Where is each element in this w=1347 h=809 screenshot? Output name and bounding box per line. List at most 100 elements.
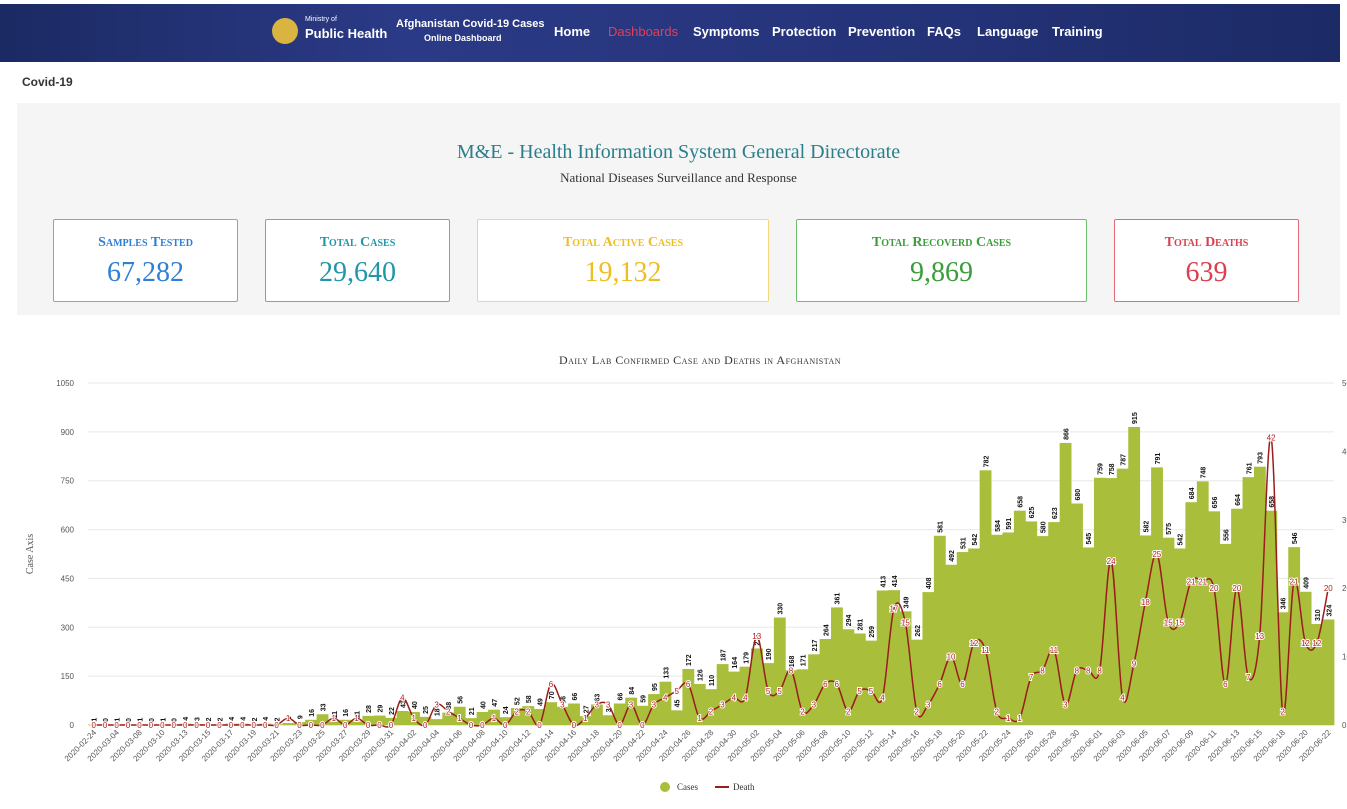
data-label: 3	[926, 700, 931, 709]
bar	[854, 633, 866, 725]
data-label: 11	[1050, 646, 1059, 655]
data-label: 2	[709, 707, 714, 716]
data-label: 330	[778, 603, 785, 615]
bar	[1151, 467, 1163, 725]
data-label: 556	[1223, 529, 1230, 541]
data-label: 664	[1235, 494, 1242, 506]
data-label: 56	[458, 696, 465, 704]
y2-tick-label: 0	[1342, 721, 1347, 730]
nav-link[interactable]: Dashboards	[608, 24, 678, 39]
stat-value: 639	[1115, 257, 1298, 289]
data-label: 5	[869, 687, 874, 696]
data-label: 1	[286, 714, 291, 723]
data-label: 546	[1292, 532, 1299, 544]
data-label: 59	[640, 695, 647, 703]
data-label: 1	[492, 714, 497, 723]
data-label: 179	[743, 652, 750, 664]
data-label: 70	[549, 691, 556, 699]
bar	[1197, 481, 1209, 725]
y-tick-label: 1050	[56, 379, 74, 388]
data-label: 9	[297, 715, 304, 719]
data-label: 346	[1281, 598, 1288, 610]
data-label: 361	[835, 593, 842, 605]
data-label: 584	[995, 520, 1002, 532]
y-axis-label: Case Axis	[25, 534, 36, 574]
bar	[660, 682, 672, 725]
data-label: 16	[343, 709, 350, 717]
data-label: 13	[752, 632, 761, 641]
data-label: 15	[901, 618, 910, 627]
data-label: 531	[960, 537, 967, 549]
bar	[1094, 478, 1106, 725]
data-label: 58	[526, 695, 533, 703]
data-label: 25	[423, 706, 430, 714]
data-label: 1	[457, 714, 462, 723]
nav-link[interactable]: Training	[1052, 24, 1103, 39]
data-label: 17	[889, 605, 898, 614]
y-tick-label: 900	[61, 428, 75, 437]
data-label: 171	[800, 655, 807, 667]
data-label: 2	[915, 707, 920, 716]
nav-link[interactable]: Prevention	[848, 24, 915, 39]
data-label: 2	[846, 707, 851, 716]
data-label: 21	[469, 707, 476, 715]
data-label: 12	[1312, 639, 1321, 648]
bar	[1014, 511, 1026, 725]
data-label: 110	[709, 675, 716, 686]
nav-link[interactable]: Home	[554, 24, 590, 39]
nav-link[interactable]: FAQs	[927, 24, 961, 39]
nav-link[interactable]: Symptoms	[693, 24, 759, 39]
bar	[808, 654, 820, 725]
legend-symbol	[660, 782, 670, 792]
data-label: 3	[812, 700, 817, 709]
bar	[957, 552, 969, 725]
data-label: 29	[377, 705, 384, 713]
data-label: 591	[1006, 518, 1013, 530]
data-label: 264	[823, 624, 830, 636]
data-label: 6	[835, 680, 840, 689]
data-label: 684	[1189, 487, 1196, 499]
data-label: 1	[1006, 714, 1011, 723]
stat-card: Total Recoverd Cases9,869	[796, 219, 1087, 302]
data-label: 793	[1258, 452, 1265, 464]
data-label: 3	[629, 700, 634, 709]
data-label: 0	[172, 721, 177, 730]
bar	[945, 565, 957, 725]
data-label: 217	[812, 640, 819, 652]
y2-tick-label: 40	[1342, 447, 1347, 456]
data-label: 2	[800, 707, 805, 716]
bar	[557, 707, 569, 725]
bar	[1323, 619, 1335, 725]
bar	[1243, 477, 1255, 725]
data-label: 12	[1301, 639, 1310, 648]
data-label: 6	[937, 680, 942, 689]
data-label: 24	[503, 706, 510, 714]
data-label: 21	[1187, 577, 1196, 586]
data-label: 20	[1232, 584, 1241, 593]
data-label: 7	[1246, 673, 1251, 682]
data-label: 0	[263, 721, 268, 730]
bar	[877, 590, 889, 725]
data-label: 2	[526, 707, 531, 716]
data-label: 9	[1132, 659, 1137, 668]
breadcrumb: Covid-19	[22, 75, 73, 89]
page: Ministry of Public Health Afghanistan Co…	[0, 0, 1347, 809]
data-label: 84	[629, 687, 636, 695]
data-label: 5	[766, 687, 771, 696]
data-label: 782	[983, 456, 990, 468]
stat-card: Total Active Cases19,132	[477, 219, 769, 302]
data-label: 866	[1063, 428, 1070, 440]
nav-link[interactable]: Protection	[772, 24, 836, 39]
data-label: 15	[1175, 618, 1184, 627]
data-label: 20	[1210, 584, 1219, 593]
data-label: 409	[1303, 577, 1310, 589]
data-label: 66	[572, 693, 579, 701]
y2-tick-label: 50	[1342, 379, 1347, 388]
banner-title: M&E - Health Information System General …	[17, 141, 1340, 164]
nav-link[interactable]: Language	[977, 24, 1038, 39]
y2-tick-label: 20	[1342, 584, 1347, 593]
data-label: 52	[515, 697, 522, 705]
bar	[1037, 536, 1049, 725]
stat-label: Total Deaths	[1115, 235, 1298, 251]
data-label: 5	[674, 687, 679, 696]
